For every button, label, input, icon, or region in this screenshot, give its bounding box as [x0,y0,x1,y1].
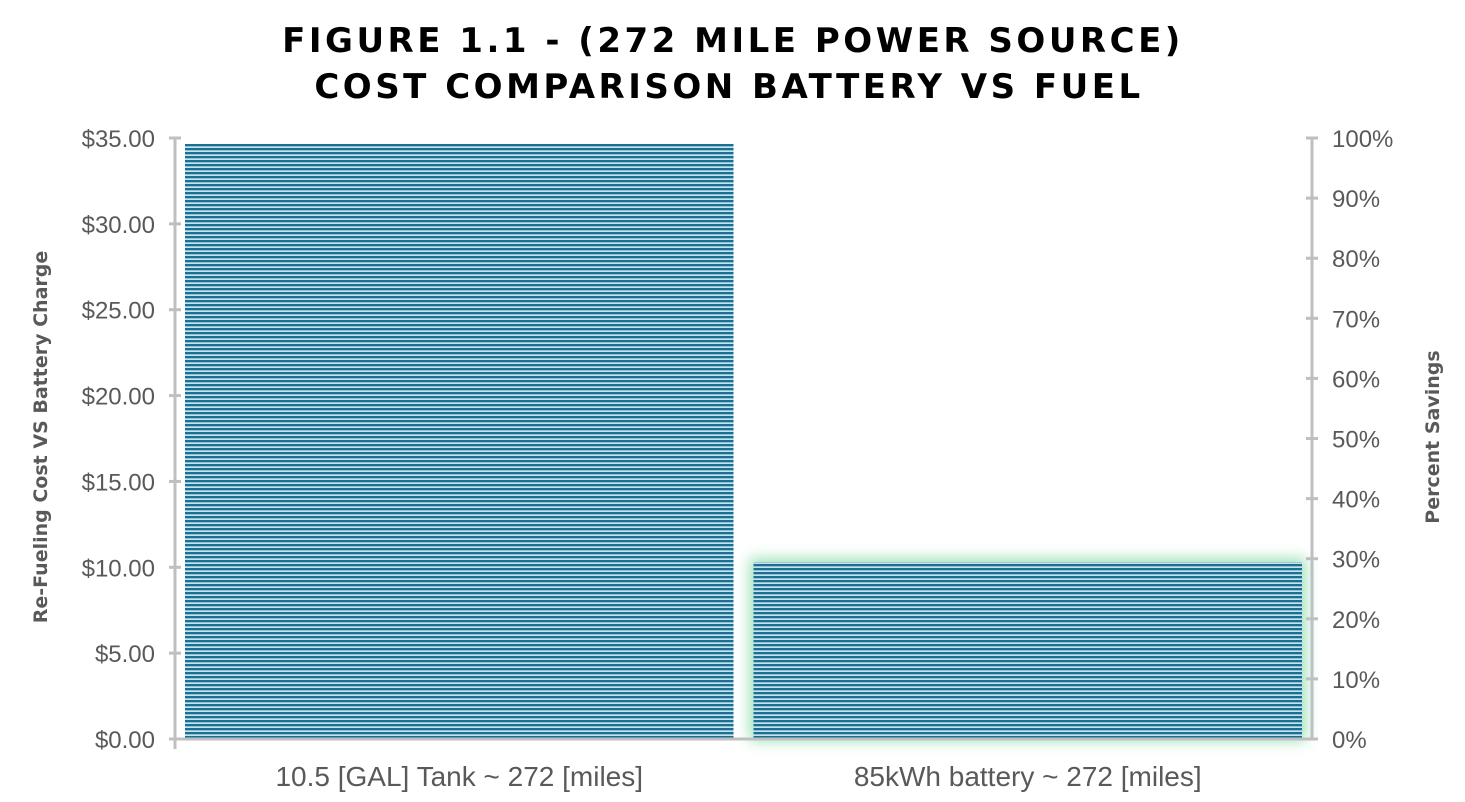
bars [185,144,1306,741]
bar-2 [753,562,1302,739]
y-tick-label-left: $10.00 [82,555,155,582]
y-tick-label-left: $20.00 [82,384,155,411]
y-tick-label-left: $15.00 [82,469,155,496]
y-axis-title-left: Re-Fueling Cost VS Battery Charge [30,251,52,624]
y-tick-label-right: 30% [1332,547,1380,574]
y-axis-right-ticks: 0% 10% 20% 30% 40% 50% 60% 70% 80% 90% 100% [1306,126,1393,754]
y-tick-label-left: $35.00 [82,126,155,153]
x-tick-label: 85kWh battery ~ 272 [miles] [854,761,1202,792]
y-tick-label-right: 20% [1332,607,1380,634]
chart-title-line-1: FIGURE 1.1 - (272 MILE POWER SOURCE) [282,21,1184,61]
bar-1 [185,144,734,739]
y-tick-label-right: 100% [1332,126,1393,153]
y-tick-label-right: 50% [1332,427,1380,454]
y-tick-label-right: 0% [1332,727,1367,754]
y-tick-label-left: $0.00 [95,727,155,754]
y-tick-label-left: $25.00 [82,298,155,325]
chart-title: FIGURE 1.1 - (272 MILE POWER SOURCE) COS… [282,21,1184,107]
y-tick-label-right: 80% [1332,246,1380,273]
chart-title-line-2: COST COMPARISON BATTERY VS FUEL [314,67,1143,107]
y-tick-label-right: 70% [1332,306,1380,333]
y-axis-left-ticks: $0.00 $5.00 $10.00 $15.00 $20.00 $25.00 $30.00… [82,126,181,754]
y-tick-label-left: $30.00 [82,212,155,239]
x-tick-label: 10.5 [GAL] Tank ~ 272 [miles] [275,761,643,792]
y-axis-title-right: Percent Savings [1422,350,1444,523]
x-axis-labels: 10.5 [GAL] Tank ~ 272 [miles] 85kWh batte… [275,761,1201,792]
y-tick-label-right: 40% [1332,487,1380,514]
y-tick-label-left: $5.00 [95,641,155,668]
y-tick-label-right: 10% [1332,667,1380,694]
y-tick-label-right: 60% [1332,366,1380,393]
y-tick-label-right: 90% [1332,186,1380,213]
